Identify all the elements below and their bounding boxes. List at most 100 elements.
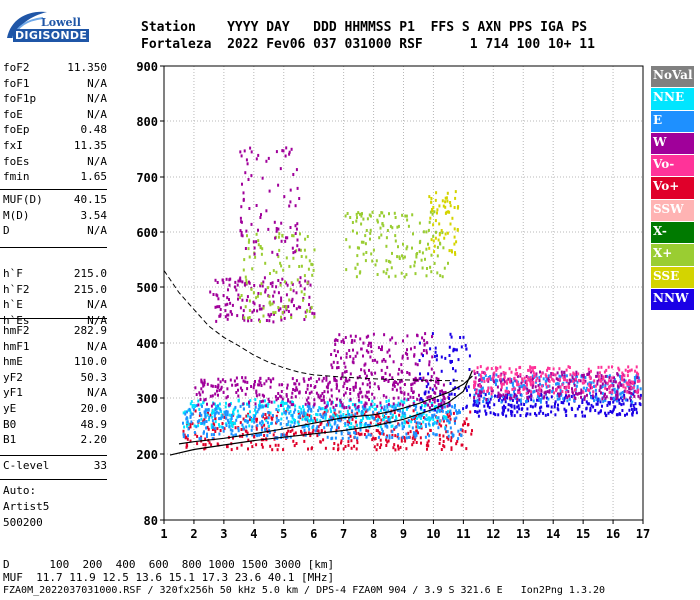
echo-point [291,391,294,395]
echo-point [478,373,481,377]
echo-point [494,366,497,370]
echo-point [347,436,350,440]
echo-point [589,409,592,413]
echo-point [443,266,446,270]
echo-point [365,414,368,418]
echo-point [436,245,439,249]
echo-point [516,374,519,378]
echo-point [253,383,256,387]
echo-point [490,367,493,371]
echo-point [451,360,453,363]
echo-point [520,385,523,389]
echo-point [217,393,219,397]
echo-point [343,370,346,374]
echo-point [290,413,293,417]
echo-point [219,408,222,412]
echo-point [455,409,458,413]
echo-point [555,382,557,386]
echo-point [563,407,566,411]
echo-point [426,379,429,383]
echo-point [525,391,528,395]
echo-point [492,412,495,416]
plot-frame [163,65,644,521]
echo-point [327,421,330,425]
echo-point [634,378,637,382]
echo-point [398,257,401,260]
echo-point [427,422,430,426]
x-tick-label: 17 [636,527,650,541]
echo-point [530,390,533,394]
echo-point [362,217,365,221]
echo-point [362,252,365,256]
echo-point [391,387,394,391]
echo-point [352,425,355,429]
echo-point [536,398,538,402]
echo-point [242,379,245,383]
echo-point [407,435,410,439]
echo-point [611,388,614,392]
echo-point [289,400,292,404]
echo-point [387,416,390,419]
echo-point [447,210,450,214]
echo-point [392,360,395,364]
echo-point [444,200,447,204]
echo-point [453,206,456,209]
echo-point [269,282,272,286]
echo-point [280,239,283,243]
echo-point [209,290,212,294]
echo-point [630,392,633,395]
echo-point [541,371,544,375]
echo-point [366,217,369,221]
echo-point [508,377,511,381]
echo-point [477,383,480,387]
echo-point [491,377,494,381]
echo-point [255,427,258,431]
echo-point [630,386,633,390]
param-group-group1: foF2 11.350 foF1 N/A foF1p N/A foE N/A foEp 0.48 f… [3,60,107,185]
echo-point [196,420,199,424]
echo-point [446,231,449,235]
echo-point [323,390,326,394]
echo-point [355,212,358,216]
echo-point [290,395,293,399]
echo-point [275,398,278,402]
echo-point [267,411,270,415]
echo-point [244,275,247,279]
echo-point [289,430,292,433]
echo-point [529,368,532,372]
echo-point [464,422,466,425]
echo-point [551,377,554,381]
echo-point [203,417,206,421]
echo-point [585,406,588,410]
echo-point [281,412,284,416]
echo-point [460,443,463,447]
echo-point [182,429,185,433]
echo-point [345,238,348,242]
echo-point [302,408,305,412]
echo-point [417,431,419,435]
echo-point [618,401,621,405]
echo-point [294,408,297,412]
echo-point [256,294,259,298]
echo-point [429,386,432,390]
echo-point [499,365,502,369]
echo-point [277,306,280,309]
echo-point [382,394,385,398]
echo-point [283,433,286,437]
echo-point [288,264,291,268]
echo-point [364,234,367,238]
echo-point [377,435,380,439]
echo-point [189,422,192,426]
echo-point [458,409,461,413]
echo-point [507,390,510,394]
echo-point [442,415,445,418]
echo-point [247,316,249,320]
param-row: hmE 110.0 [3,354,107,370]
echo-point [619,374,621,378]
echo-point [452,367,454,371]
echo-point [250,417,253,421]
echo-point [385,444,388,447]
echo-point [245,281,248,285]
echo-point [385,378,388,382]
echo-point [420,441,422,445]
